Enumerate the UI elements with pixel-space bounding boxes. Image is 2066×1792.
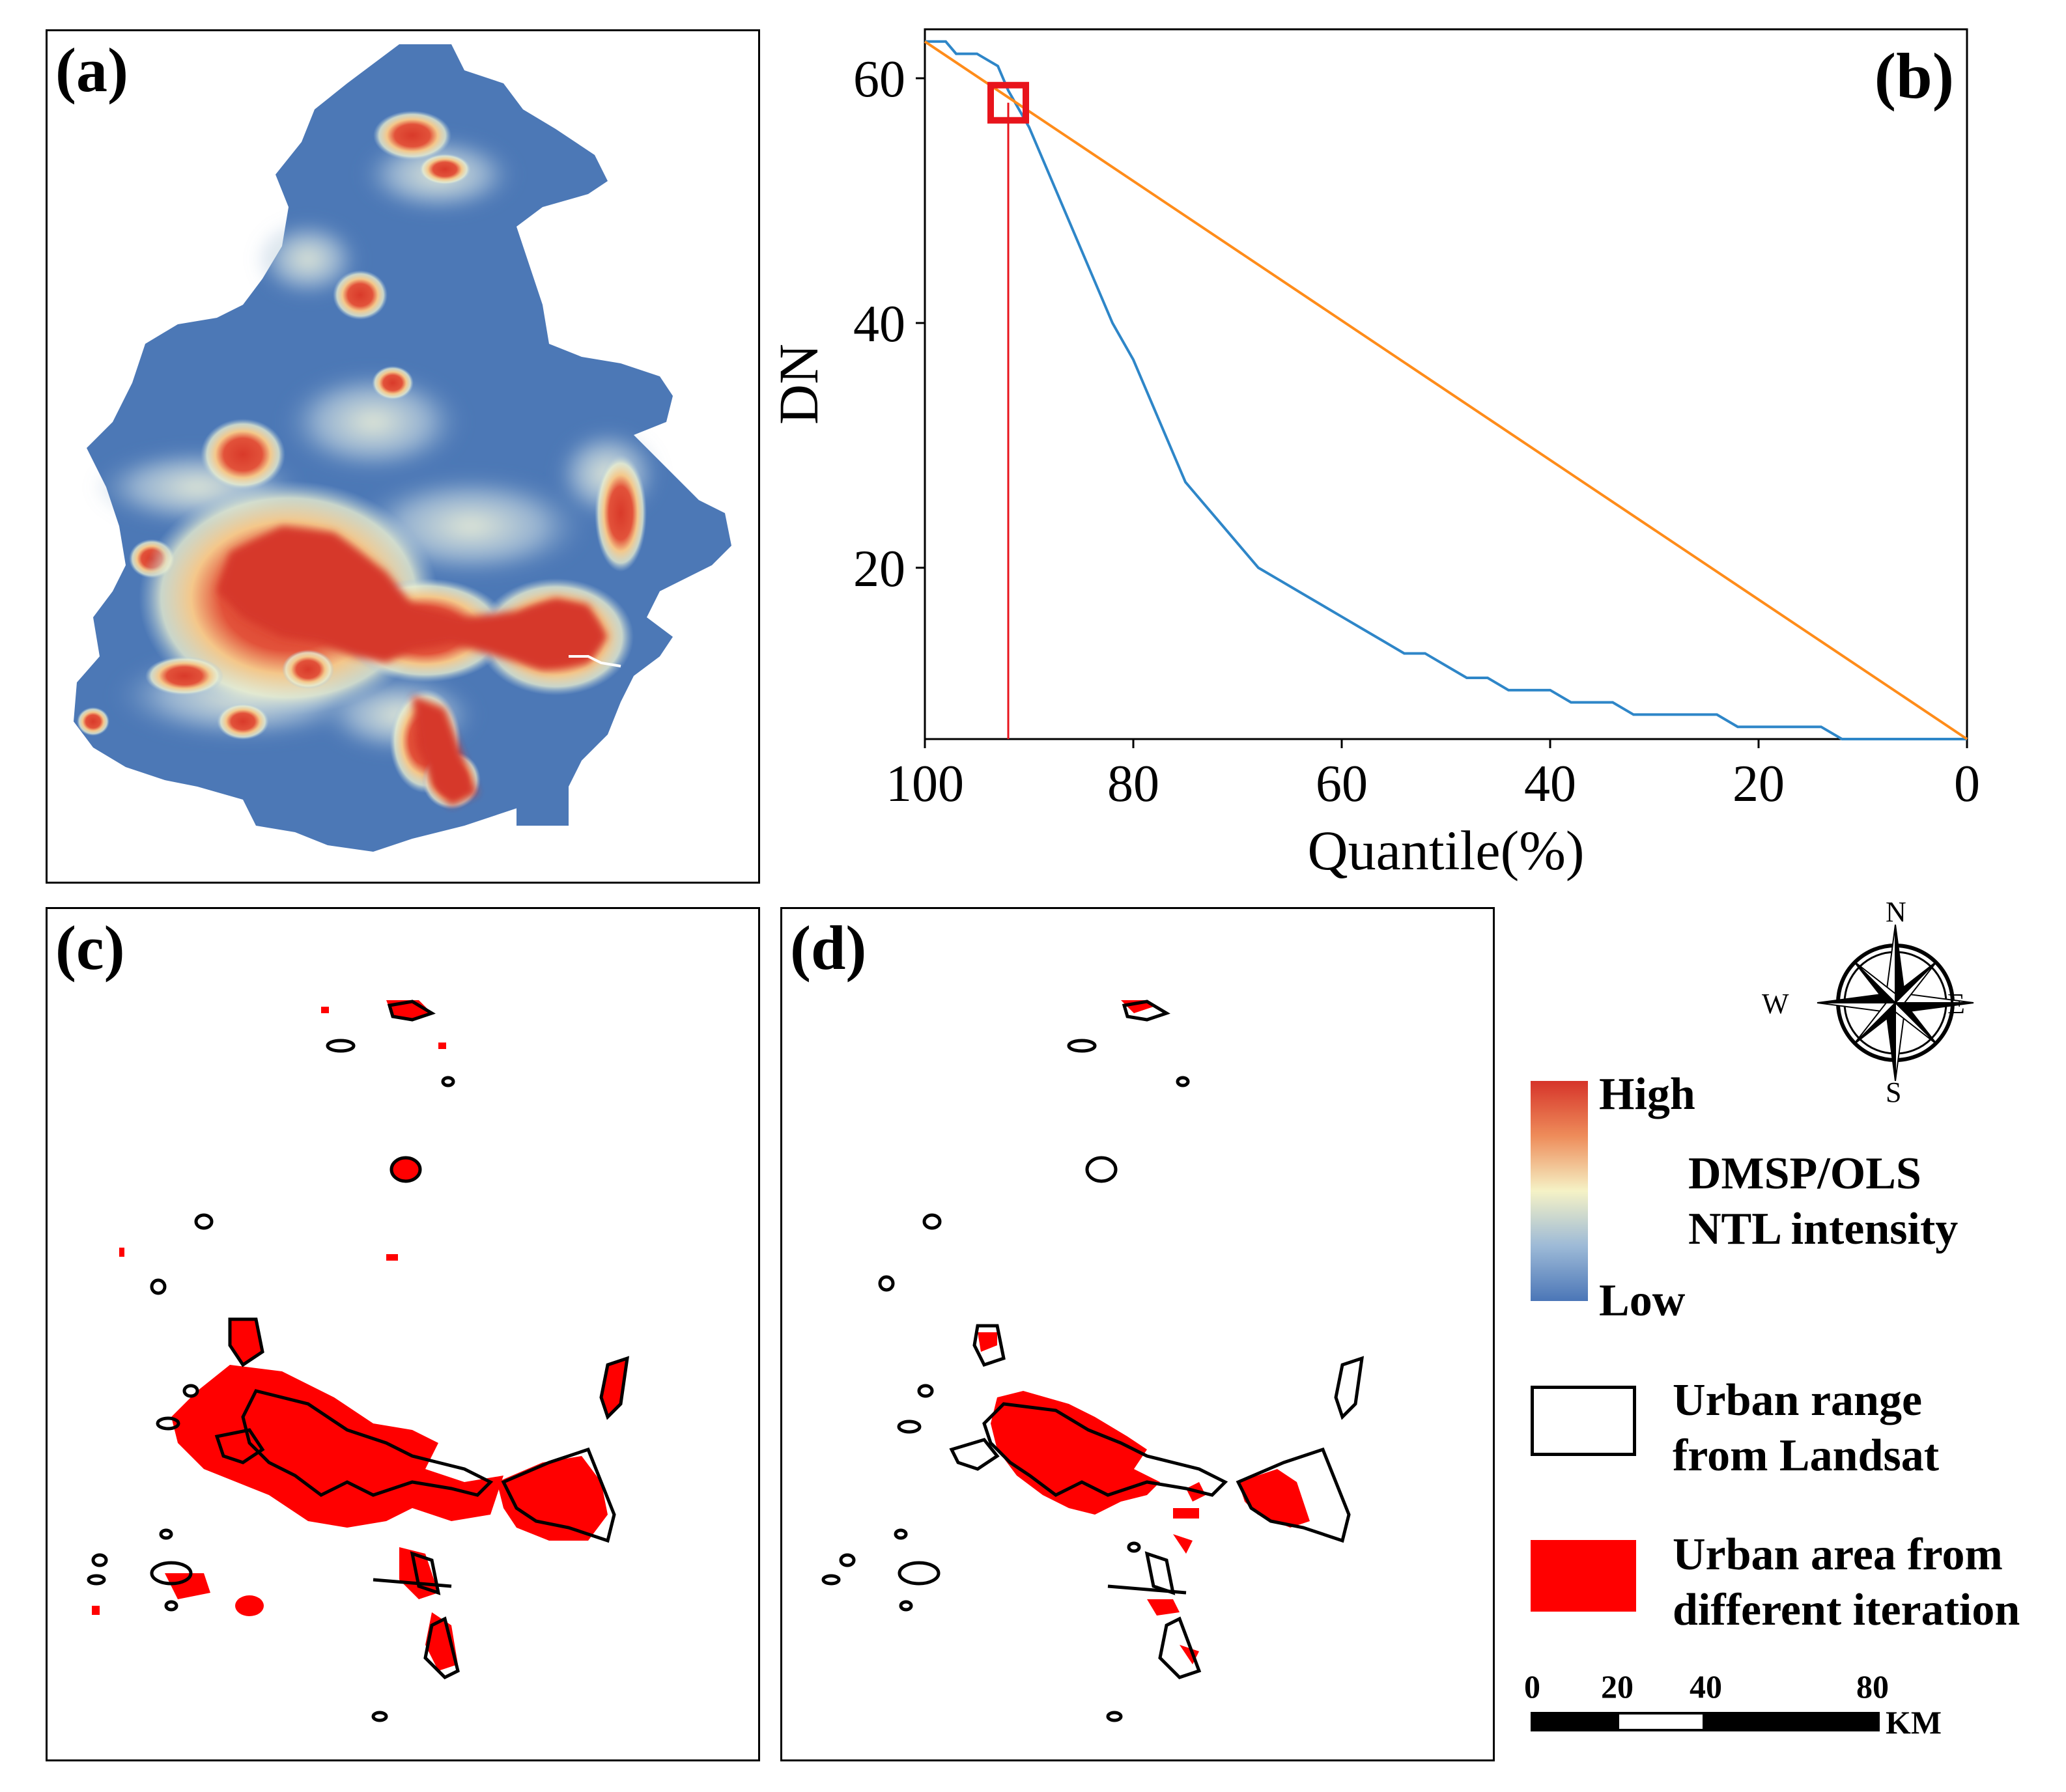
compass-rose-icon bbox=[1817, 924, 1974, 1082]
urban-range-label-line1: Urban range bbox=[1673, 1375, 1923, 1425]
scalebar-label-80: 80 bbox=[1856, 1668, 1889, 1705]
threshold-marker bbox=[987, 81, 1029, 124]
panel-b-chart: 100 80 60 40 20 0 20 40 60 Quantile(%) DN (b) bbox=[767, 13, 2026, 886]
colorbar-title-line2: NTL intensity bbox=[1688, 1204, 1959, 1254]
ntl-map-svg bbox=[74, 44, 731, 852]
dn-quantile-chart: 100 80 60 40 20 0 20 40 60 Quantile(%) DN (b) bbox=[767, 28, 1980, 882]
y-axis-label: DN bbox=[775, 344, 830, 425]
legend: N S E W High Low DMSP/OLS NTL intensity … bbox=[1518, 896, 2058, 1771]
x-tick-label: 40 bbox=[1524, 755, 1576, 813]
compass-north-label: N bbox=[1886, 896, 1906, 928]
scalebar-label-40: 40 bbox=[1690, 1668, 1722, 1705]
ntl-core bbox=[217, 526, 608, 806]
panel-c-label: (c) bbox=[55, 913, 125, 983]
panel-a-label: (a) bbox=[55, 35, 128, 105]
scalebar bbox=[1531, 1712, 1880, 1731]
colorbar-high-label: High bbox=[1599, 1069, 1695, 1119]
series-line-reference bbox=[924, 40, 1968, 740]
panel-d-urban-map: (d) bbox=[780, 907, 1495, 1761]
panel-c-urban-map: (c) bbox=[46, 907, 760, 1761]
x-tick-label: 80 bbox=[1107, 755, 1159, 813]
y-tick-label: 40 bbox=[853, 296, 905, 353]
x-tick-label: 60 bbox=[1316, 755, 1368, 813]
colorbar-low-label: Low bbox=[1599, 1276, 1686, 1326]
x-tick-label: 0 bbox=[1954, 755, 1980, 813]
urban-range-label-line2: from Landsat bbox=[1673, 1431, 1940, 1481]
y-tick-label: 60 bbox=[853, 51, 905, 108]
urban-area-swatch bbox=[1531, 1540, 1636, 1612]
urban-range-swatch bbox=[1531, 1386, 1636, 1456]
ntl-colorbar bbox=[1531, 1081, 1588, 1301]
compass-west-label: W bbox=[1762, 988, 1789, 1020]
colorbar-title-line1: DMSP/OLS bbox=[1688, 1149, 1921, 1199]
urban-range-landsat-c bbox=[87, 1000, 630, 1722]
panel-b-label: (b) bbox=[1875, 40, 1954, 112]
x-axis-label: Quantile(%) bbox=[1307, 819, 1584, 882]
y-tick-label: 20 bbox=[853, 540, 905, 598]
panel-d-label: (d) bbox=[790, 913, 867, 983]
panel-a-ntl-map: (a) bbox=[46, 29, 760, 884]
urban-range-landsat-d bbox=[821, 1000, 1365, 1722]
scalebar-label-0: 0 bbox=[1524, 1668, 1540, 1705]
urban-area-label-line1: Urban area from bbox=[1673, 1530, 2003, 1580]
plot-frame bbox=[924, 28, 1968, 740]
urban-map-d-svg bbox=[821, 1000, 1365, 1722]
series-line-dn-quantile bbox=[925, 40, 1967, 740]
urban-area-iteration-d bbox=[978, 1000, 1310, 1664]
x-tick-label: 100 bbox=[886, 755, 964, 813]
compass-east-label: E bbox=[1947, 988, 1965, 1020]
urban-area-label-line2: different iteration bbox=[1673, 1585, 2020, 1635]
region-coast-block bbox=[516, 767, 569, 826]
scalebar-label-20: 20 bbox=[1601, 1668, 1634, 1705]
compass-south-label: S bbox=[1886, 1076, 1902, 1108]
x-tick-label: 20 bbox=[1733, 755, 1785, 813]
urban-map-c-svg bbox=[87, 1000, 630, 1722]
coastline-detail bbox=[569, 655, 621, 667]
urban-area-iteration-c bbox=[92, 1000, 627, 1671]
scalebar-unit: KM bbox=[1886, 1704, 1942, 1741]
